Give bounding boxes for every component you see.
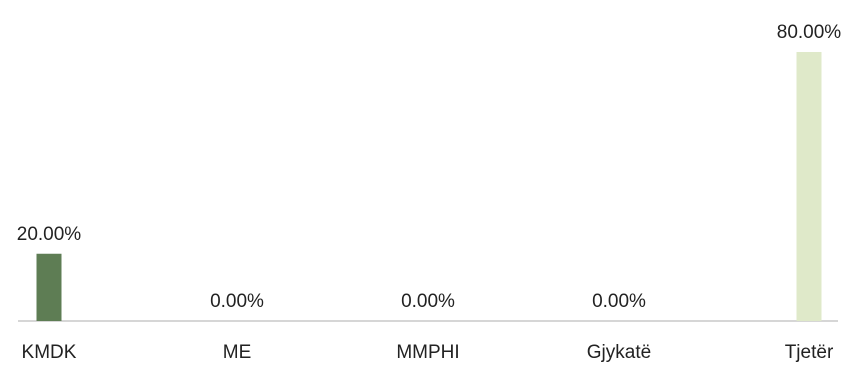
- category-label-kmdk: KMDK: [22, 342, 77, 363]
- category-label-gjykate: Gjykatë: [587, 342, 651, 363]
- category-label-mmphi: MMPHI: [396, 342, 459, 363]
- data-label-tjeter: 80.00%: [777, 22, 842, 43]
- category-label-tjeter: Tjetër: [785, 342, 834, 363]
- bar-tjeter: [796, 52, 822, 321]
- category-label-me: ME: [223, 342, 252, 363]
- data-labels-group: 20.00% 0.00% 0.00% 0.00% 80.00%: [17, 22, 842, 312]
- data-label-mmphi: 0.00%: [401, 291, 455, 312]
- data-label-kmdk: 20.00%: [17, 224, 82, 245]
- bars-group: [36, 52, 822, 321]
- bar-kmdk: [36, 253, 62, 321]
- data-label-me: 0.00%: [210, 291, 264, 312]
- category-labels-group: KMDK ME MMPHI Gjykatë Tjetër: [22, 342, 834, 363]
- data-label-gjykate: 0.00%: [592, 291, 646, 312]
